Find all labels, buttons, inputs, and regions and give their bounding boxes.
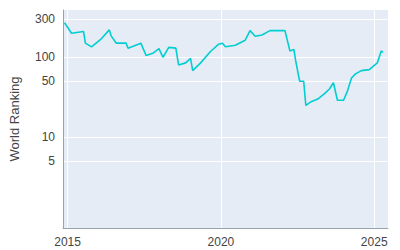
svg-text:10: 10: [42, 130, 56, 144]
svg-text:300: 300: [35, 12, 55, 26]
svg-text:World Ranking: World Ranking: [7, 76, 22, 161]
svg-text:100: 100: [35, 50, 55, 64]
svg-text:2020: 2020: [208, 235, 235, 249]
svg-text:2025: 2025: [361, 235, 388, 249]
svg-text:2015: 2015: [54, 235, 81, 249]
svg-text:50: 50: [42, 74, 56, 88]
svg-text:5: 5: [48, 154, 55, 168]
